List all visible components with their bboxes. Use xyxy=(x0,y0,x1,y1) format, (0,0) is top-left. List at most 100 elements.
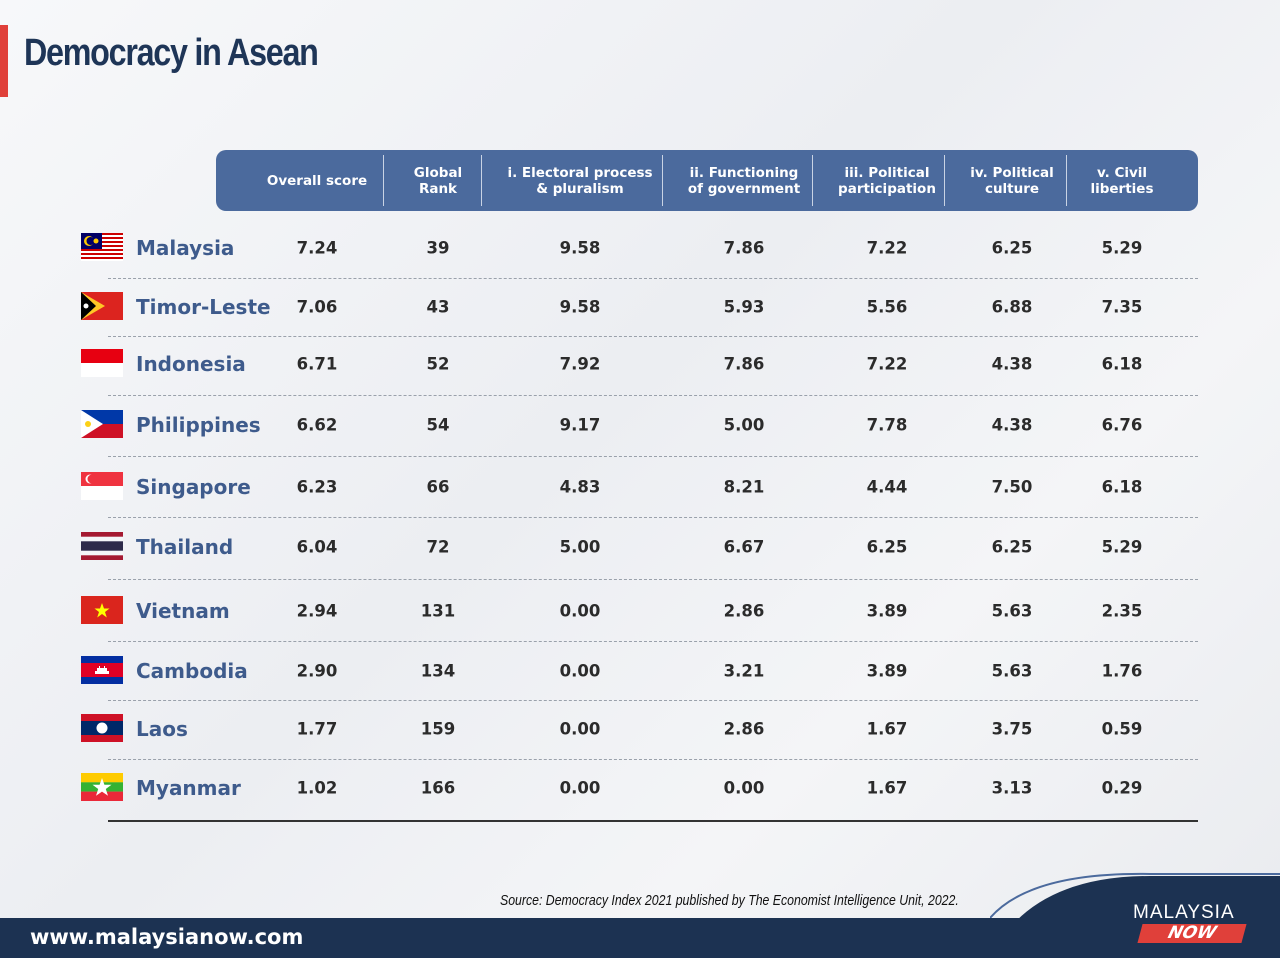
table-header: Overall score Global Rank i. Electoral pro… xyxy=(216,150,1198,211)
row-separator xyxy=(108,579,1198,580)
table-cell: 3.75 xyxy=(991,719,1033,739)
table-cell: 0.00 xyxy=(559,661,601,681)
header-divider xyxy=(383,155,384,206)
table-cell: 5.93 xyxy=(723,297,765,317)
country-name: Vietnam xyxy=(136,599,230,623)
footer-band xyxy=(0,918,1280,958)
table-cell: 5.00 xyxy=(723,415,765,435)
table-cell: 7.22 xyxy=(866,238,908,258)
row-separator xyxy=(108,395,1198,396)
table-cell: 3.89 xyxy=(866,661,908,681)
table-cell: 72 xyxy=(426,537,450,557)
source-note: Source: Democracy Index 2021 published b… xyxy=(500,892,959,909)
table-cell: 2.86 xyxy=(723,601,765,621)
country-name: Thailand xyxy=(136,535,234,559)
table-cell: 0.00 xyxy=(559,719,601,739)
table-cell: 6.88 xyxy=(991,297,1033,317)
header-divider xyxy=(481,155,482,206)
table-cell: 9.58 xyxy=(559,297,601,317)
flag xyxy=(81,773,123,801)
table-cell: 3.13 xyxy=(991,778,1033,798)
table-cell: 7.22 xyxy=(866,354,908,374)
table-cell: 54 xyxy=(426,415,450,435)
column-header: Global Rank xyxy=(413,164,463,197)
table-cell: 6.23 xyxy=(296,477,338,497)
row-separator xyxy=(108,278,1198,279)
header-divider xyxy=(812,155,813,206)
table-cell: 8.21 xyxy=(723,477,765,497)
table-cell: 1.77 xyxy=(296,719,338,739)
table-cell: 43 xyxy=(426,297,450,317)
table-cell: 3.21 xyxy=(723,661,765,681)
table-cell: 5.29 xyxy=(1101,537,1143,557)
table-cell: 7.06 xyxy=(296,297,338,317)
header-divider xyxy=(1066,155,1067,206)
table-cell: 52 xyxy=(426,354,450,374)
table-cell: 5.63 xyxy=(991,661,1033,681)
table-cell: 134 xyxy=(420,661,456,681)
country-name: Indonesia xyxy=(136,352,246,376)
table-cell: 166 xyxy=(420,778,456,798)
flag xyxy=(81,596,123,624)
table-cell: 5.29 xyxy=(1101,238,1143,258)
row-separator xyxy=(108,641,1198,642)
table-cell: 0.00 xyxy=(559,778,601,798)
column-header: iv. Political culture xyxy=(970,164,1054,197)
table-cell: 6.04 xyxy=(296,537,338,557)
table-cell: 6.71 xyxy=(296,354,338,374)
table-cell: 2.90 xyxy=(296,661,338,681)
table-bottom-rule xyxy=(108,820,1198,822)
website-url[interactable]: www.malaysianow.com xyxy=(30,925,304,949)
table-cell: 2.94 xyxy=(296,601,338,621)
table-cell: 1.76 xyxy=(1101,661,1143,681)
table-cell: 39 xyxy=(426,238,450,258)
country-name: Timor-Leste xyxy=(136,295,271,319)
column-header: Overall score xyxy=(266,172,368,189)
table-cell: 7.24 xyxy=(296,238,338,258)
country-name: Myanmar xyxy=(136,776,241,800)
table-cell: 6.18 xyxy=(1101,477,1143,497)
row-separator xyxy=(108,759,1198,760)
table-cell: 1.67 xyxy=(866,719,908,739)
table-cell: 4.38 xyxy=(991,415,1033,435)
table-cell: 9.58 xyxy=(559,238,601,258)
column-header: ii. Functioning of government xyxy=(687,164,801,197)
flag xyxy=(81,292,123,320)
country-name: Singapore xyxy=(136,475,251,499)
country-name: Cambodia xyxy=(136,659,248,683)
table-cell: 7.78 xyxy=(866,415,908,435)
logo-badge: NOW xyxy=(1137,923,1247,943)
table-cell: 4.38 xyxy=(991,354,1033,374)
title-accent xyxy=(0,25,8,97)
flag xyxy=(81,532,123,560)
table-cell: 4.44 xyxy=(866,477,908,497)
table-cell: 7.50 xyxy=(991,477,1033,497)
column-header: i. Electoral process & pluralism xyxy=(507,164,653,197)
table-cell: 6.25 xyxy=(991,238,1033,258)
flag xyxy=(81,233,123,261)
table-cell: 0.00 xyxy=(723,778,765,798)
table-cell: 1.67 xyxy=(866,778,908,798)
table-cell: 131 xyxy=(420,601,456,621)
table-cell: 0.59 xyxy=(1101,719,1143,739)
table-cell: 7.86 xyxy=(723,238,765,258)
table-cell: 2.86 xyxy=(723,719,765,739)
table-cell: 6.67 xyxy=(723,537,765,557)
flag xyxy=(81,714,123,742)
country-name: Malaysia xyxy=(136,236,235,260)
flag xyxy=(81,656,123,684)
table-cell: 6.76 xyxy=(1101,415,1143,435)
table-cell: 66 xyxy=(426,477,450,497)
row-separator xyxy=(108,517,1198,518)
row-separator xyxy=(108,336,1198,337)
table-cell: 9.17 xyxy=(559,415,601,435)
table-cell: 6.25 xyxy=(866,537,908,557)
table-cell: 0.29 xyxy=(1101,778,1143,798)
table-cell: 3.89 xyxy=(866,601,908,621)
table-cell: 2.35 xyxy=(1101,601,1143,621)
logo-text: MALAYSIA xyxy=(1133,902,1235,923)
table-cell: 6.18 xyxy=(1101,354,1143,374)
table-cell: 5.56 xyxy=(866,297,908,317)
table-cell: 1.02 xyxy=(296,778,338,798)
